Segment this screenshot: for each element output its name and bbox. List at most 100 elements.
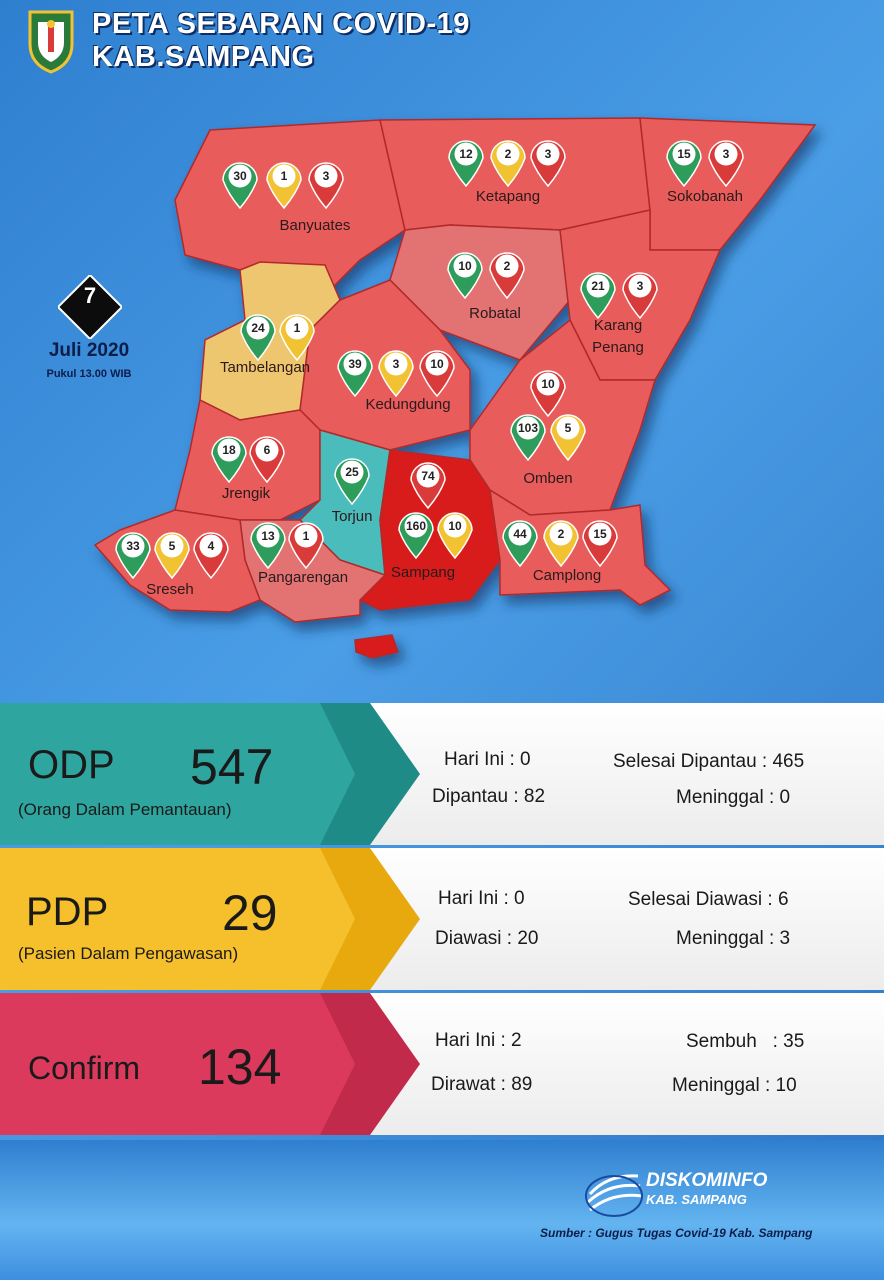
odp-count: 21 bbox=[591, 279, 605, 293]
pdp-count: 5 bbox=[169, 539, 176, 553]
odp-count: 12 bbox=[459, 147, 473, 161]
confirm-sembuh: Sembuh : 35 bbox=[686, 1031, 805, 1052]
region-label-torjun: Torjun bbox=[332, 508, 373, 525]
pdp-count: 2 bbox=[558, 527, 565, 541]
pin-pdp-ketapang: 2 bbox=[490, 140, 526, 188]
odp-count: 25 bbox=[345, 465, 359, 479]
odp-count: 18 bbox=[222, 443, 236, 457]
region-label-tambelangan: Tambelangan bbox=[220, 359, 310, 376]
district-map: Banyuates Ketapang Sokobanah Robatal Karang P… bbox=[93, 117, 817, 659]
region-label-sreseh: Sreseh bbox=[146, 581, 194, 598]
diskominfo-logo: DISKOMINFO KAB. SAMPANG bbox=[585, 1170, 768, 1217]
odp-meninggal: Meninggal : 0 bbox=[676, 787, 791, 808]
odp-count: 13 bbox=[261, 529, 275, 543]
region-camplong bbox=[489, 488, 672, 606]
confirm-count: 3 bbox=[723, 147, 730, 161]
pin-odp-omben: 103 bbox=[510, 414, 546, 462]
odp-count: 160 bbox=[406, 519, 426, 533]
pin-confirm-robatal: 2 bbox=[489, 252, 525, 300]
region-label-pangarengan: Pangarengan bbox=[258, 569, 348, 586]
region-label-robatal: Robatal bbox=[469, 305, 521, 322]
odp-count: 33 bbox=[126, 539, 140, 553]
confirm-dirawat: Dirawat : 89 bbox=[431, 1074, 533, 1095]
pin-odp-banyuates: 30 bbox=[222, 162, 258, 210]
pin-confirm-camplong: 15 bbox=[582, 520, 618, 568]
pin-confirm-omben: 10 bbox=[530, 370, 566, 418]
confirm-count: 15 bbox=[593, 527, 607, 541]
pin-odp-robatal: 10 bbox=[447, 252, 483, 300]
region-label-ketapang: Ketapang bbox=[476, 188, 540, 205]
region-label-sampang: Sampang bbox=[391, 564, 455, 581]
pin-odp-sreseh: 33 bbox=[115, 532, 151, 580]
pin-pdp-banyuates: 1 bbox=[266, 162, 302, 210]
pin-pdp-sreseh: 5 bbox=[154, 532, 190, 580]
confirm-arrow-banner bbox=[0, 993, 420, 1135]
pdp-selesai: Selesai Diawasi : 6 bbox=[628, 889, 789, 910]
odp-count: 24 bbox=[251, 321, 265, 335]
pdp-subtitle: (Pasien Dalam Pengawasan) bbox=[18, 944, 239, 963]
odp-count: 44 bbox=[513, 527, 527, 541]
pdp-diawasi: Diawasi : 20 bbox=[435, 928, 539, 949]
pdp-total: 29 bbox=[222, 885, 278, 941]
region-label-karang-penang: Karang Penang bbox=[592, 317, 644, 356]
odp-arrow-banner bbox=[0, 703, 420, 845]
date-day: 7 bbox=[83, 283, 97, 308]
footer bbox=[0, 1140, 884, 1280]
odp-count: 103 bbox=[518, 421, 538, 435]
region-label-kedungdung: Kedungdung bbox=[365, 396, 450, 413]
confirm-count: 3 bbox=[545, 147, 552, 161]
pin-odp-tambelangan: 24 bbox=[240, 314, 276, 362]
pin-odp-jrengik: 18 bbox=[211, 436, 247, 484]
confirm-count: 10 bbox=[541, 377, 555, 391]
pin-pdp-sampang: 10 bbox=[437, 512, 473, 560]
pin-pdp-omben: 5 bbox=[550, 414, 586, 462]
pin-odp-sampang: 160 bbox=[398, 512, 434, 560]
pdp-count: 5 bbox=[565, 421, 572, 435]
pin-odp-ketapang: 12 bbox=[448, 140, 484, 188]
pin-confirm-ketapang: 3 bbox=[530, 140, 566, 188]
confirm-count: 2 bbox=[504, 259, 511, 273]
odp-hari-ini: Hari Ini : 0 bbox=[444, 749, 531, 770]
pdp-hari-ini: Hari Ini : 0 bbox=[438, 888, 525, 909]
pin-confirm-banyuates: 3 bbox=[308, 162, 344, 210]
region-label-banyuates: Banyuates bbox=[280, 217, 351, 234]
date-diamond-icon bbox=[58, 275, 122, 339]
pdp-label: PDP bbox=[26, 890, 109, 934]
date-time: Pukul 13.00 WIB bbox=[46, 368, 132, 380]
pin-confirm-sokobanah: 3 bbox=[708, 140, 744, 188]
title-line-2: KAB.SAMPANG bbox=[92, 41, 315, 73]
odp-total: 547 bbox=[190, 739, 274, 795]
pin-pdp-camplong: 2 bbox=[543, 520, 579, 568]
confirm-count: 74 bbox=[421, 469, 435, 483]
pin-pdp-kedungdung: 3 bbox=[378, 350, 414, 398]
map-title: PETA SEBARAN COVID-19 KAB.SAMPANG bbox=[92, 8, 470, 74]
pin-confirm-sreseh: 4 bbox=[193, 532, 229, 580]
pin-confirm-kedungdung: 10 bbox=[419, 350, 455, 398]
region-label-omben: Omben bbox=[523, 470, 572, 487]
region-label-jrengik: Jrengik bbox=[222, 485, 271, 502]
pdp-arrow-banner bbox=[0, 848, 420, 990]
pdp-count: 1 bbox=[281, 169, 288, 183]
title-line-1: PETA SEBARAN COVID-19 bbox=[92, 8, 470, 40]
diskominfo-brand-sub: KAB. SAMPANG bbox=[646, 1192, 747, 1207]
data-source: Sumber : Gugus Tugas Covid-19 Kab. Sampa… bbox=[540, 1226, 813, 1240]
pin-odp-torjun: 25 bbox=[334, 458, 370, 506]
confirm-count: 4 bbox=[208, 539, 215, 553]
odp-count: 30 bbox=[233, 169, 247, 183]
date-month-year: Juli 2020 bbox=[48, 340, 130, 361]
confirm-count: 3 bbox=[637, 279, 644, 293]
pdp-count: 3 bbox=[393, 357, 400, 371]
pin-confirm-jrengik: 6 bbox=[249, 436, 285, 484]
pin-confirm-sampang: 74 bbox=[410, 462, 446, 510]
pin-confirm-karang-penang: 3 bbox=[622, 272, 658, 320]
confirm-count: 6 bbox=[264, 443, 271, 457]
odp-dipantau: Dipantau : 82 bbox=[432, 786, 546, 807]
pin-odp-kedungdung: 39 bbox=[337, 350, 373, 398]
pdp-meninggal: Meninggal : 3 bbox=[676, 928, 791, 949]
pin-confirm-pangarengan: 1 bbox=[288, 522, 324, 570]
region-label-sokobanah: Sokobanah bbox=[667, 188, 743, 205]
confirm-count: 1 bbox=[303, 529, 310, 543]
confirm-total: 134 bbox=[198, 1039, 282, 1095]
confirm-count: 3 bbox=[323, 169, 330, 183]
pin-odp-camplong: 44 bbox=[502, 520, 538, 568]
